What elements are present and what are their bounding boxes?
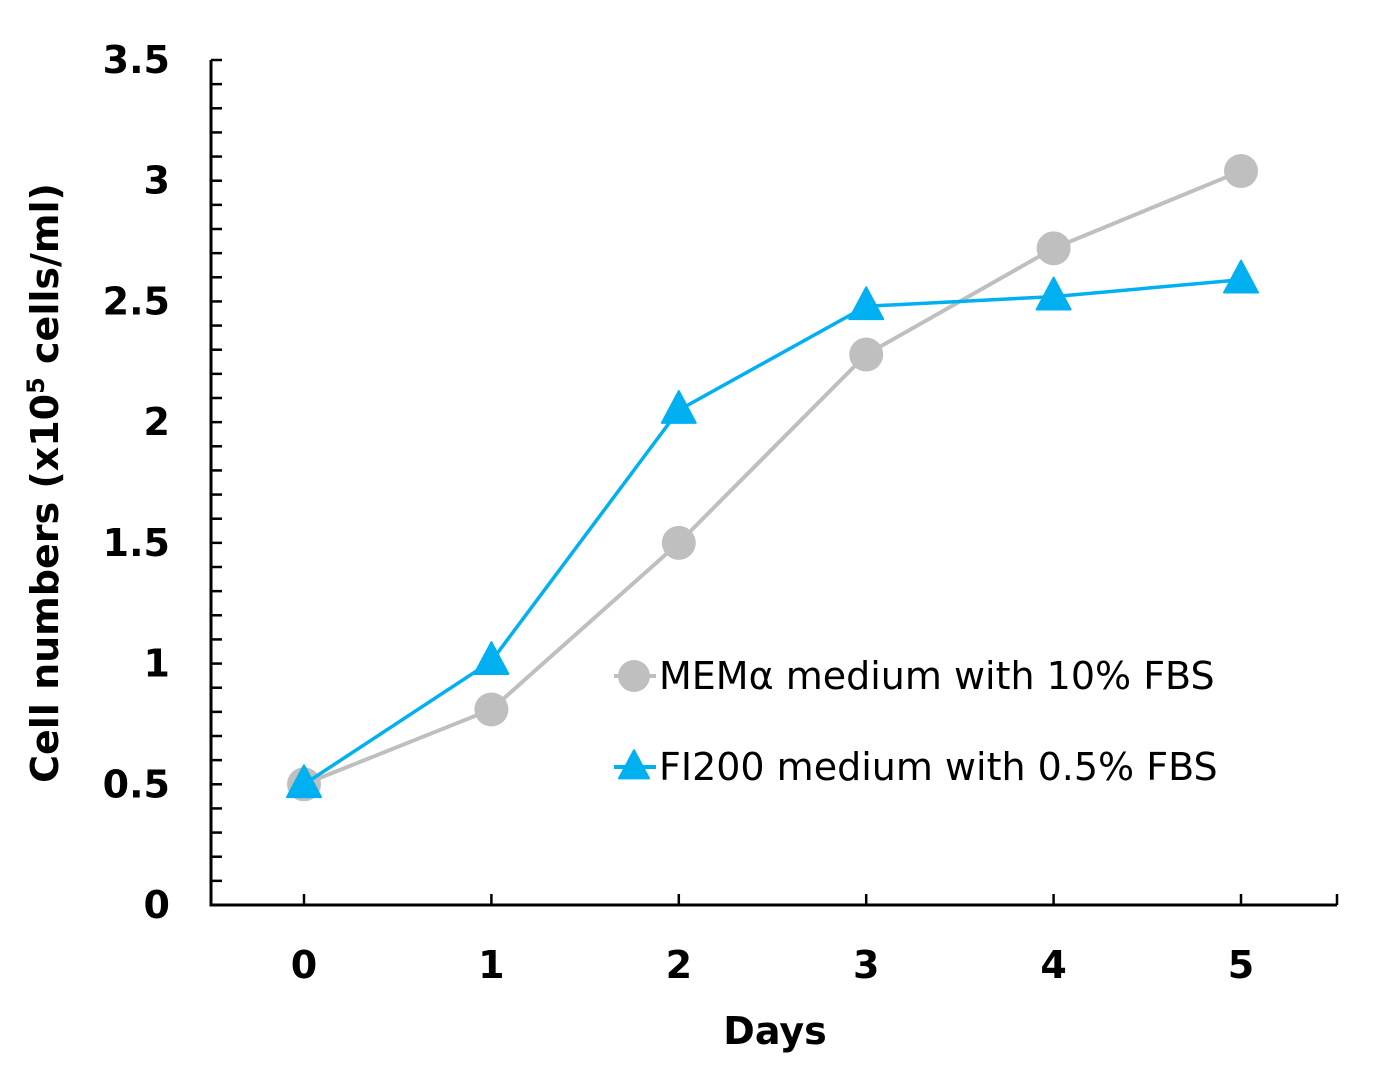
x-tick-label: 3 <box>853 943 879 987</box>
data-point-circle <box>1224 154 1258 189</box>
data-point-circle <box>474 692 509 727</box>
x-tick-label: 0 <box>291 943 317 987</box>
y-tick-label: 1 <box>144 642 170 686</box>
x-tick-label: 2 <box>666 943 692 987</box>
series-fi200 <box>286 259 1259 799</box>
y-axis-title: Cell numbers (x105 cells/ml) <box>22 183 67 783</box>
legend-label-memalpha: MEMα medium with 10% FBS <box>659 654 1215 698</box>
data-point-triangle <box>660 390 697 424</box>
series-memalpha <box>287 154 1258 802</box>
y-axis-title-main: Cell numbers (x10 <box>23 394 67 783</box>
y-tick-label: 0 <box>144 883 170 927</box>
data-point-triangle <box>848 286 885 321</box>
data-point-circle <box>849 337 884 372</box>
x-tick-label: 5 <box>1228 943 1254 987</box>
series-line <box>303 277 1242 786</box>
series-layer <box>286 154 1259 802</box>
y-tick-label: 2.5 <box>103 279 170 323</box>
legend-item-memalpha: MEMα medium with 10% FBS <box>614 654 1215 698</box>
data-point-circle <box>1036 231 1071 266</box>
y-axis-title-superscript: 5 <box>22 377 50 394</box>
legend-circle-marker-icon <box>618 660 650 692</box>
series-line <box>303 169 1242 787</box>
data-point-triangle <box>1035 276 1072 311</box>
data-point-triangle <box>1223 259 1259 294</box>
y-tick-label: 3 <box>144 159 170 203</box>
y-tick-label: 3.5 <box>103 38 170 82</box>
x-tick-label: 4 <box>1040 943 1066 987</box>
y-ticks: 0 0.5 1 1.5 2 2.5 3 3.5 <box>103 38 222 927</box>
legend: MEMα medium with 10% FBS FI200 medium wi… <box>614 654 1218 789</box>
data-point-triangle <box>286 764 322 799</box>
data-point-circle <box>661 525 696 560</box>
y-tick-label: 2 <box>144 400 170 444</box>
legend-item-fi200: FI200 medium with 0.5% FBS <box>614 745 1218 789</box>
data-point-triangle <box>473 641 510 676</box>
y-tick-label: 0.5 <box>103 762 170 806</box>
x-tick-label: 1 <box>478 943 504 987</box>
x-ticks: 0 1 2 3 4 5 <box>291 894 1339 987</box>
x-axis-title: Days <box>723 1009 826 1053</box>
y-tick-label: 1.5 <box>103 521 170 565</box>
y-axis-title-tail: cells/ml) <box>23 183 67 377</box>
legend-triangle-marker-icon <box>618 749 650 780</box>
legend-label-fi200: FI200 medium with 0.5% FBS <box>659 745 1218 789</box>
axes: 0 0.5 1 1.5 2 2.5 3 3.5 0 1 2 3 4 5 <box>103 38 1339 987</box>
